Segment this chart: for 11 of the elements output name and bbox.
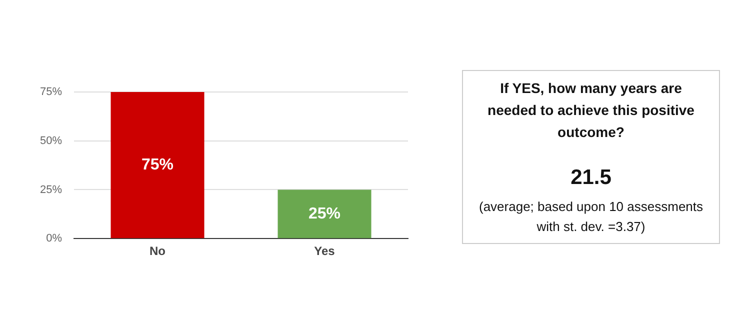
- text: If YES, how many years are needed to achieve this positive outcome?: [486, 79, 696, 142]
- y-tick-label: 50%: [40, 134, 62, 147]
- text: (average; based upon 10 assessments with st. dev. =3.37): [478, 198, 704, 236]
- x-tick-label: No: [150, 244, 166, 258]
- x-tick-label: Yes: [314, 244, 336, 258]
- y-tick-label: 75%: [40, 86, 62, 98]
- text: 21.5: [570, 165, 612, 191]
- data-label: 75%: [141, 156, 174, 174]
- y-tick-label: 25%: [40, 184, 62, 196]
- data-label: 25%: [308, 205, 341, 222]
- y-tick-label: 0%: [46, 232, 62, 245]
